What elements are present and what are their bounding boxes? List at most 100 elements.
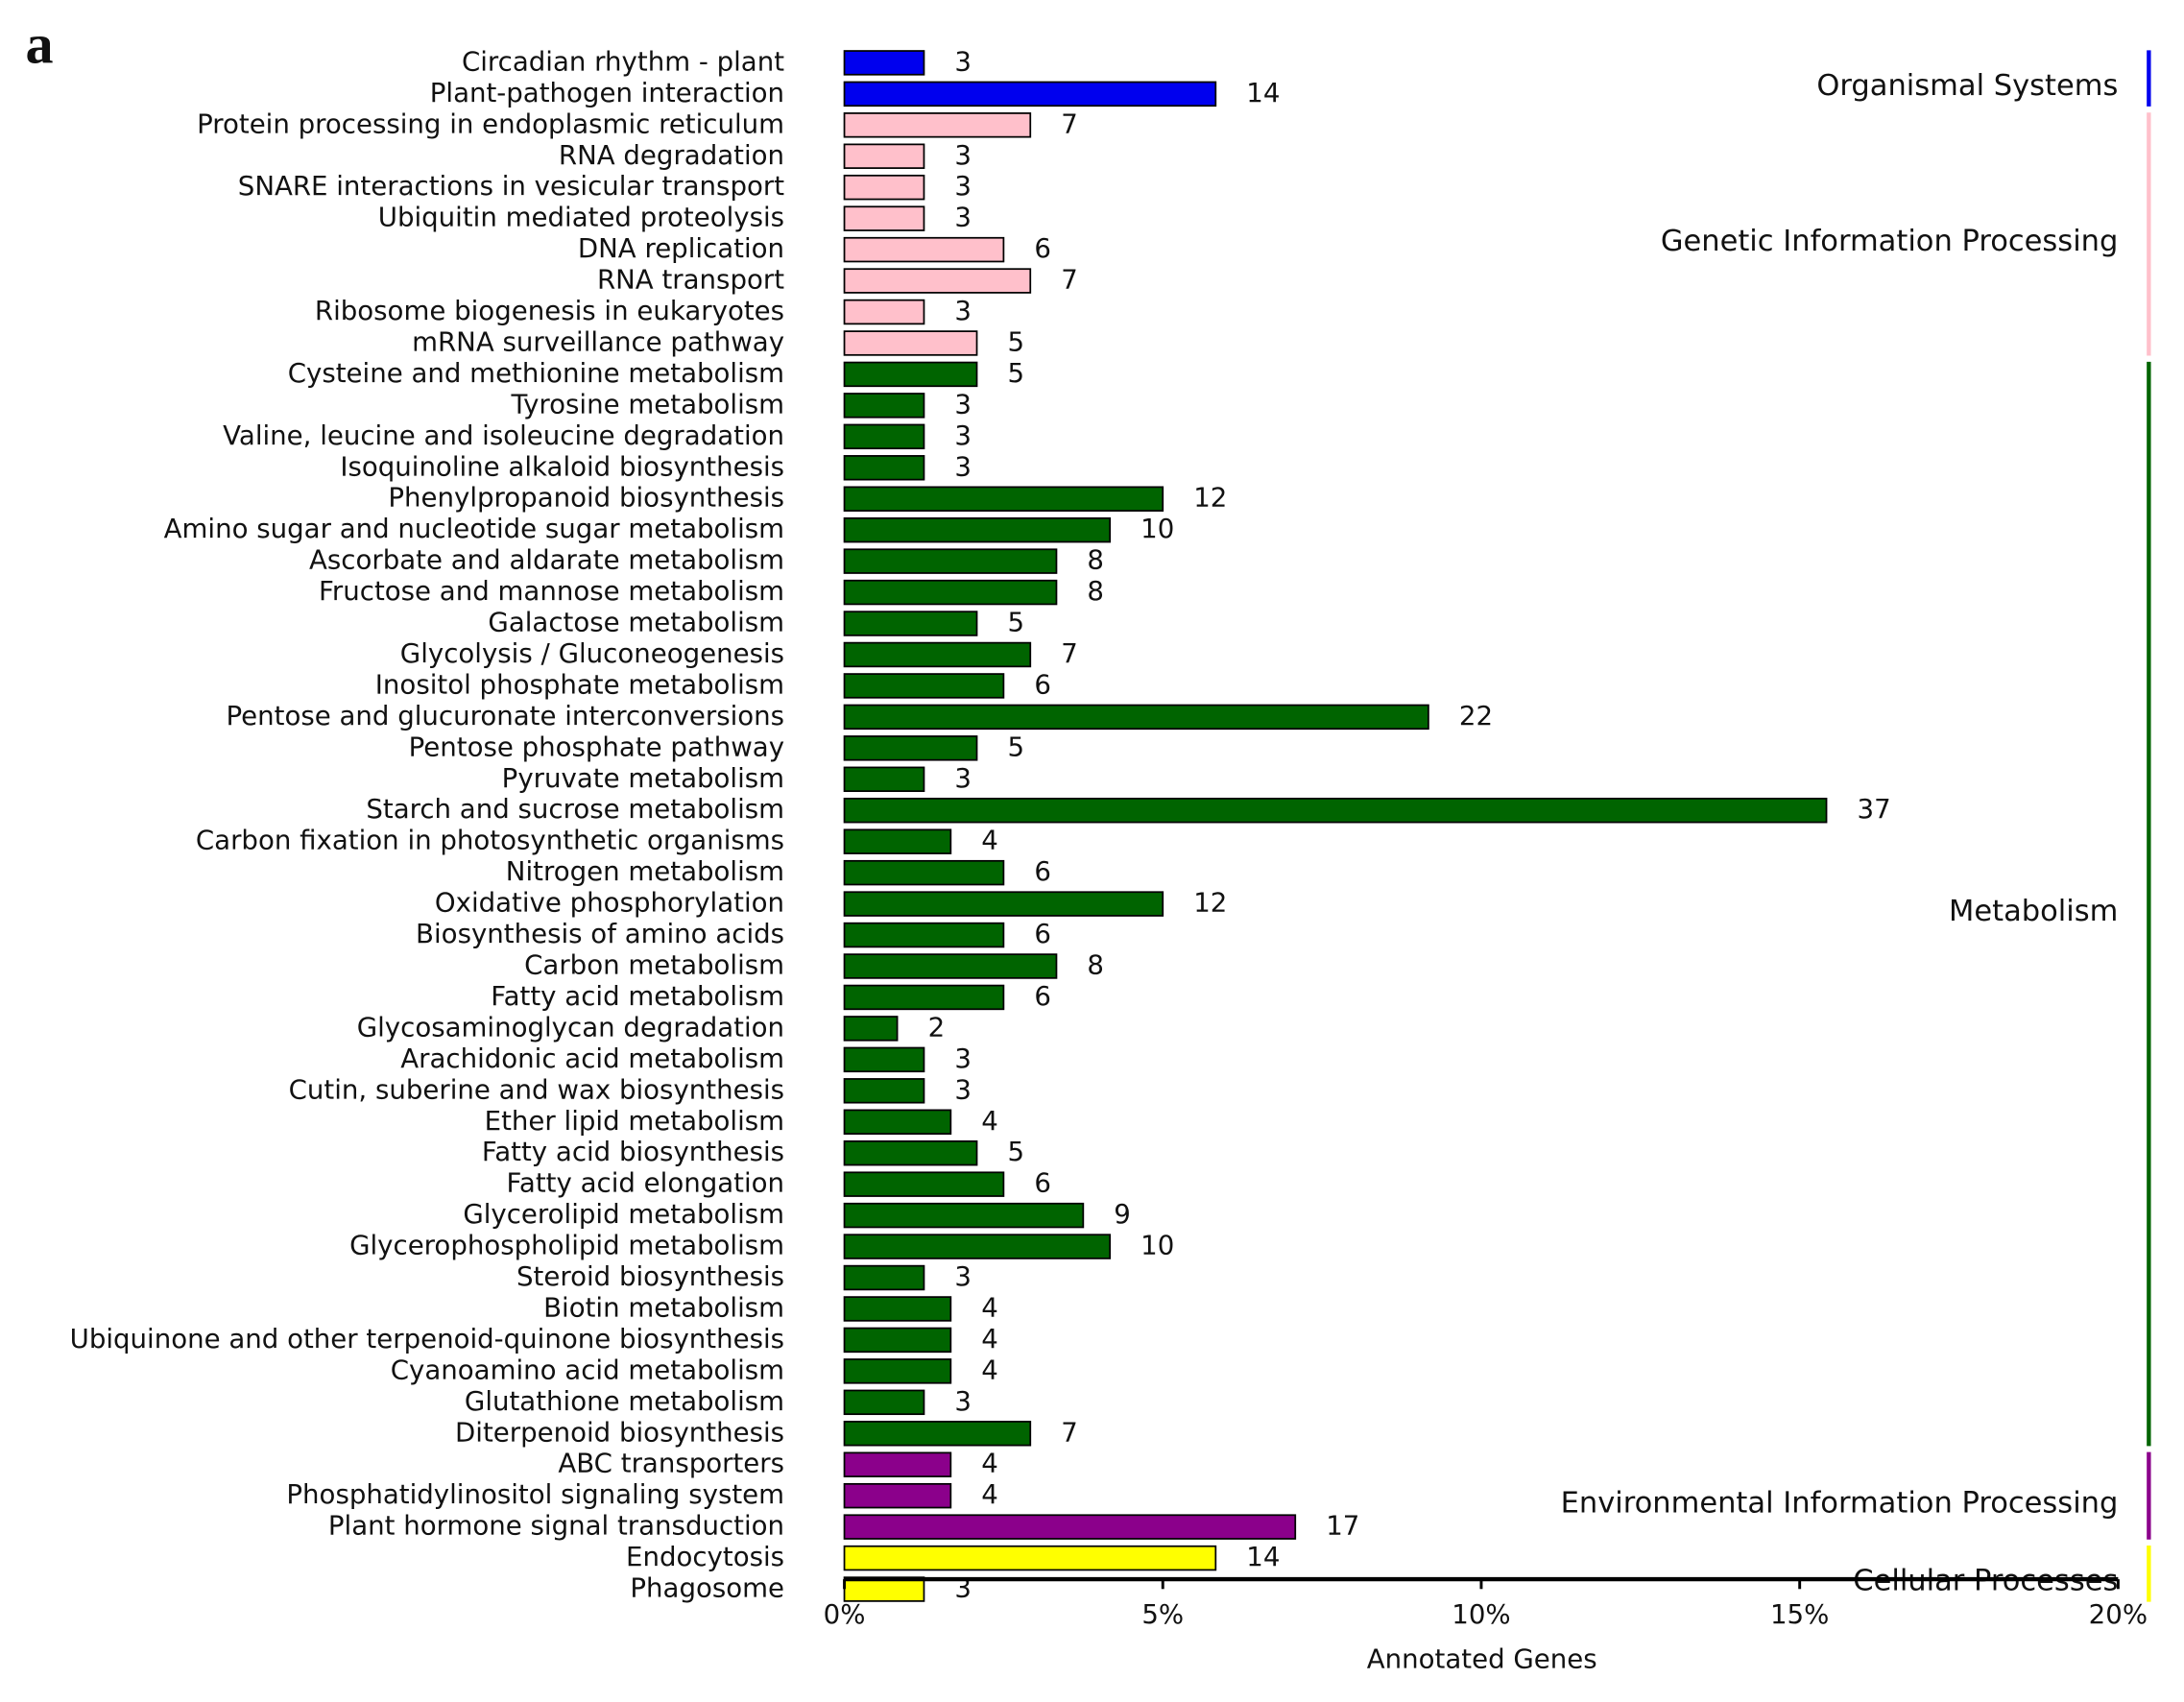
count-label: 12 bbox=[1193, 887, 1227, 919]
category-label: Nitrogen metabolism bbox=[506, 855, 784, 887]
count-label: 3 bbox=[954, 420, 972, 451]
x-axis-title: Annotated Genes bbox=[1367, 1642, 1597, 1674]
count-label: 3 bbox=[954, 1385, 972, 1417]
category-label: Diterpenoid biosynthesis bbox=[455, 1416, 784, 1448]
count-label: 2 bbox=[928, 1011, 946, 1043]
count-label: 4 bbox=[981, 1448, 998, 1479]
count-label: 4 bbox=[981, 1291, 998, 1323]
bar bbox=[843, 891, 1164, 917]
category-label: Carbon metabolism bbox=[524, 948, 784, 980]
bar bbox=[843, 1264, 925, 1291]
count-label: 7 bbox=[1061, 108, 1078, 139]
category-label: Plant-pathogen interaction bbox=[430, 77, 784, 108]
count-label: 22 bbox=[1459, 700, 1493, 731]
bar bbox=[843, 735, 978, 761]
category-label: Ascorbate and aldarate metabolism bbox=[309, 544, 784, 576]
category-label: mRNA surveillance pathway bbox=[412, 325, 784, 357]
count-label: 9 bbox=[1114, 1198, 1131, 1230]
bar bbox=[843, 1046, 925, 1073]
category-label: Glycosaminoglycan degradation bbox=[357, 1011, 784, 1043]
category-label: Circadian rhythm - plant bbox=[462, 45, 784, 77]
count-label: 8 bbox=[1087, 544, 1104, 576]
bar bbox=[843, 299, 925, 325]
x-tick-label: 20% bbox=[2089, 1598, 2148, 1630]
count-label: 3 bbox=[954, 1043, 972, 1074]
bar bbox=[843, 1109, 952, 1135]
category-label: SNARE interactions in vesicular transpor… bbox=[238, 170, 784, 202]
bar bbox=[843, 611, 978, 636]
count-label: 3 bbox=[954, 388, 972, 420]
count-label: 14 bbox=[1246, 77, 1280, 108]
category-label: Cyanoamino acid metabolism bbox=[391, 1354, 784, 1385]
count-label: 4 bbox=[981, 1354, 998, 1385]
count-label: 12 bbox=[1193, 482, 1227, 514]
category-label: Phagosome bbox=[630, 1572, 784, 1604]
category-label: Amino sugar and nucleotide sugar metabol… bbox=[164, 513, 784, 544]
category-label: Steroid biosynthesis bbox=[516, 1260, 784, 1292]
count-label: 5 bbox=[1008, 1136, 1025, 1167]
x-tick-label: 5% bbox=[1141, 1598, 1184, 1630]
bar bbox=[843, 143, 925, 169]
bar bbox=[843, 1327, 952, 1354]
count-label: 4 bbox=[981, 825, 998, 856]
category-label: Arachidonic acid metabolism bbox=[400, 1043, 784, 1074]
count-label: 8 bbox=[1087, 575, 1104, 607]
count-label: 7 bbox=[1061, 637, 1078, 669]
category-label: Oxidative phosphorylation bbox=[435, 887, 784, 919]
count-label: 5 bbox=[1008, 607, 1025, 638]
category-label: Glycolysis / Gluconeogenesis bbox=[400, 637, 784, 669]
count-label: 3 bbox=[954, 1260, 972, 1292]
bar bbox=[843, 50, 925, 76]
group-label: Environmental Information Processing bbox=[1561, 1486, 2119, 1520]
bar bbox=[843, 1202, 1085, 1229]
bar bbox=[843, 486, 1164, 512]
group-label: Genetic Information Processing bbox=[1661, 225, 2119, 258]
count-label: 5 bbox=[1008, 731, 1025, 762]
category-label: Isoquinoline alkaloid biosynthesis bbox=[340, 450, 784, 482]
count-label: 6 bbox=[1034, 855, 1051, 887]
count-label: 14 bbox=[1246, 1541, 1280, 1572]
category-label: Biotin metabolism bbox=[543, 1291, 784, 1323]
count-label: 3 bbox=[954, 295, 972, 326]
bar bbox=[843, 1296, 952, 1322]
category-label: Ubiquinone and other terpenoid-quinone b… bbox=[70, 1323, 784, 1354]
count-label: 5 bbox=[1008, 325, 1025, 357]
category-label: Fatty acid elongation bbox=[507, 1167, 784, 1199]
category-label: Plant hormone signal transduction bbox=[328, 1510, 784, 1542]
category-label: Endocytosis bbox=[626, 1541, 784, 1572]
bar bbox=[843, 1514, 1297, 1540]
count-label: 7 bbox=[1061, 264, 1078, 296]
category-label: RNA degradation bbox=[559, 139, 784, 171]
bar bbox=[843, 423, 925, 450]
category-label: Phosphatidylinositol signaling system bbox=[286, 1478, 784, 1510]
count-label: 3 bbox=[954, 1073, 972, 1105]
bar bbox=[843, 859, 1005, 886]
bar bbox=[843, 268, 1032, 294]
bar bbox=[843, 548, 1058, 574]
bar bbox=[843, 236, 1005, 263]
bar bbox=[843, 1451, 952, 1477]
bar bbox=[843, 81, 1217, 108]
count-label: 3 bbox=[954, 450, 972, 482]
category-label: Carbon fixation in photosynthetic organi… bbox=[196, 825, 784, 856]
category-label: Galactose metabolism bbox=[488, 607, 784, 638]
bar bbox=[843, 455, 925, 481]
count-label: 4 bbox=[981, 1478, 998, 1510]
count-label: 3 bbox=[954, 1572, 972, 1604]
x-tick-label: 15% bbox=[1770, 1598, 1829, 1630]
count-label: 6 bbox=[1034, 980, 1051, 1012]
category-label: Protein processing in endoplasmic reticu… bbox=[197, 108, 784, 139]
bar bbox=[843, 1576, 925, 1602]
category-label: Fatty acid biosynthesis bbox=[482, 1136, 784, 1167]
count-label: 3 bbox=[954, 139, 972, 171]
bar bbox=[843, 953, 1058, 979]
category-label: Fatty acid metabolism bbox=[491, 980, 784, 1012]
bar bbox=[843, 205, 925, 231]
category-label: Ribosome biogenesis in eukaryotes bbox=[315, 295, 784, 326]
count-label: 8 bbox=[1087, 948, 1104, 980]
count-label: 5 bbox=[1008, 357, 1025, 389]
category-label: DNA replication bbox=[578, 232, 784, 264]
x-tick-label: 0% bbox=[824, 1598, 866, 1630]
